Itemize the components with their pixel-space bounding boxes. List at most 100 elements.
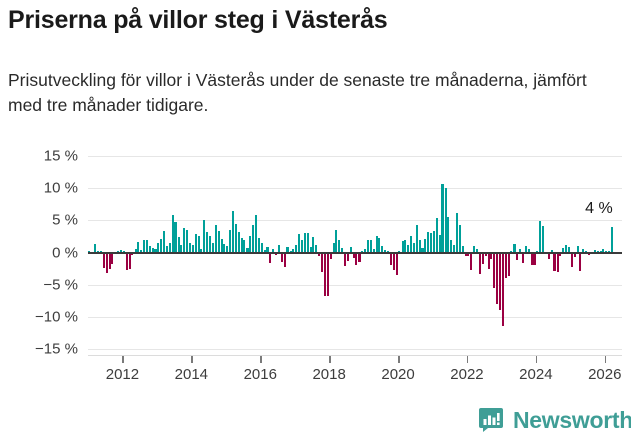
chart-bar [191,245,194,253]
chart-bar [524,246,527,253]
chart-bar [481,252,484,265]
chart-bar [143,240,146,253]
chart-bar [105,252,108,274]
chart-bar [441,184,444,253]
chart-bar [237,231,240,253]
x-axis-label: 2022 [450,366,484,383]
chart-bar [559,252,562,256]
chart-bar [341,247,344,253]
chart-bar [318,252,321,257]
chart-bar [404,239,407,253]
bar-chart: 15 % 10 % 5 % 0 % −5 % −10 % −15 % 2012 2014 2016… [0,140,631,390]
x-axis-tick [329,356,331,363]
chart-bar [177,237,180,253]
chart-bar [128,252,131,269]
chart-bar [148,246,151,253]
chart-bar [171,214,174,253]
chart-bar [522,252,525,263]
newsworthy-logo[interactable]: Newsworthy [478,404,631,436]
chart-bar [496,252,499,304]
chart-bar [438,235,441,253]
chart-bar [292,248,295,253]
chart-bar [260,242,263,253]
y-axis-label: 0 % [52,244,78,261]
chart-bar [395,252,398,276]
chart-bar [384,249,387,253]
chart-bar [518,248,522,253]
chart-bar [547,252,550,259]
x-axis-label: 2012 [105,366,140,383]
chart-bar [610,226,614,253]
chart-bar [251,224,255,253]
chart-bar [217,231,220,253]
chart-bar [183,228,186,253]
chart-bar [450,239,453,253]
chart-bar [530,252,533,265]
chart-bar [533,252,536,266]
chart-bar [490,252,493,259]
chart-bar [562,247,565,253]
chart-bar [137,242,140,253]
chart-bar [120,249,123,253]
chart-bar [418,239,421,253]
chart-bar [163,230,166,253]
chart-bar [346,252,349,261]
chart-bar [542,226,545,253]
chart-bar [430,233,433,253]
x-axis-tick [604,356,607,363]
chart-bar [338,239,341,253]
chart-bar [266,246,269,253]
chart-bar [582,249,585,253]
chart-bar [593,249,596,253]
x-axis-label: 2020 [381,366,415,383]
chart-bar [323,252,327,297]
chart-bar [151,247,154,253]
x-axis-tick [398,356,400,363]
chart-bar [94,244,97,253]
chart-bar [309,246,312,253]
chart-bar [234,224,237,253]
chart-bar [188,242,191,253]
chart-bar [432,231,435,253]
x-axis-tick [191,356,193,363]
chart-bar [501,252,504,327]
y-gridline [88,349,622,350]
chart-bar [160,238,163,253]
chart-bar [295,245,298,253]
x-axis-label: 2018 [312,366,346,383]
x-axis-label: 2026 [588,366,622,383]
logo-wordmark: Newsworthy [513,406,631,433]
chart-bar [243,240,246,253]
chart-bar [212,243,215,253]
chart-bar [504,252,507,279]
chart-bar [392,252,395,270]
chart-bar [479,252,482,274]
chart-bar [389,252,392,266]
chart-bar [556,252,559,272]
chart-bar [286,247,289,253]
chart-bar [447,217,450,253]
x-axis-label: 2024 [519,366,553,383]
chart-bar [194,234,197,253]
chart-bar [320,252,323,272]
chart-bar [602,249,605,253]
chart-bar [140,249,143,253]
x-axis-label: 2016 [243,366,277,383]
chart-bar [527,249,530,253]
zero-baseline [88,251,622,254]
chart-bar [507,252,510,277]
chart-bar [269,252,272,264]
x-axis-tick [260,356,262,363]
chart-bar [157,243,160,253]
chart-bar [570,252,573,268]
y-axis-label: 10 % [43,179,78,197]
chart-bar [223,244,226,253]
chart-bar [372,249,375,253]
chart-bar [200,248,203,253]
chart-bar [484,252,487,257]
chart-bar [467,252,470,257]
chart-bar [220,238,223,253]
chart-bar [576,246,579,253]
chart-bar [427,231,430,253]
